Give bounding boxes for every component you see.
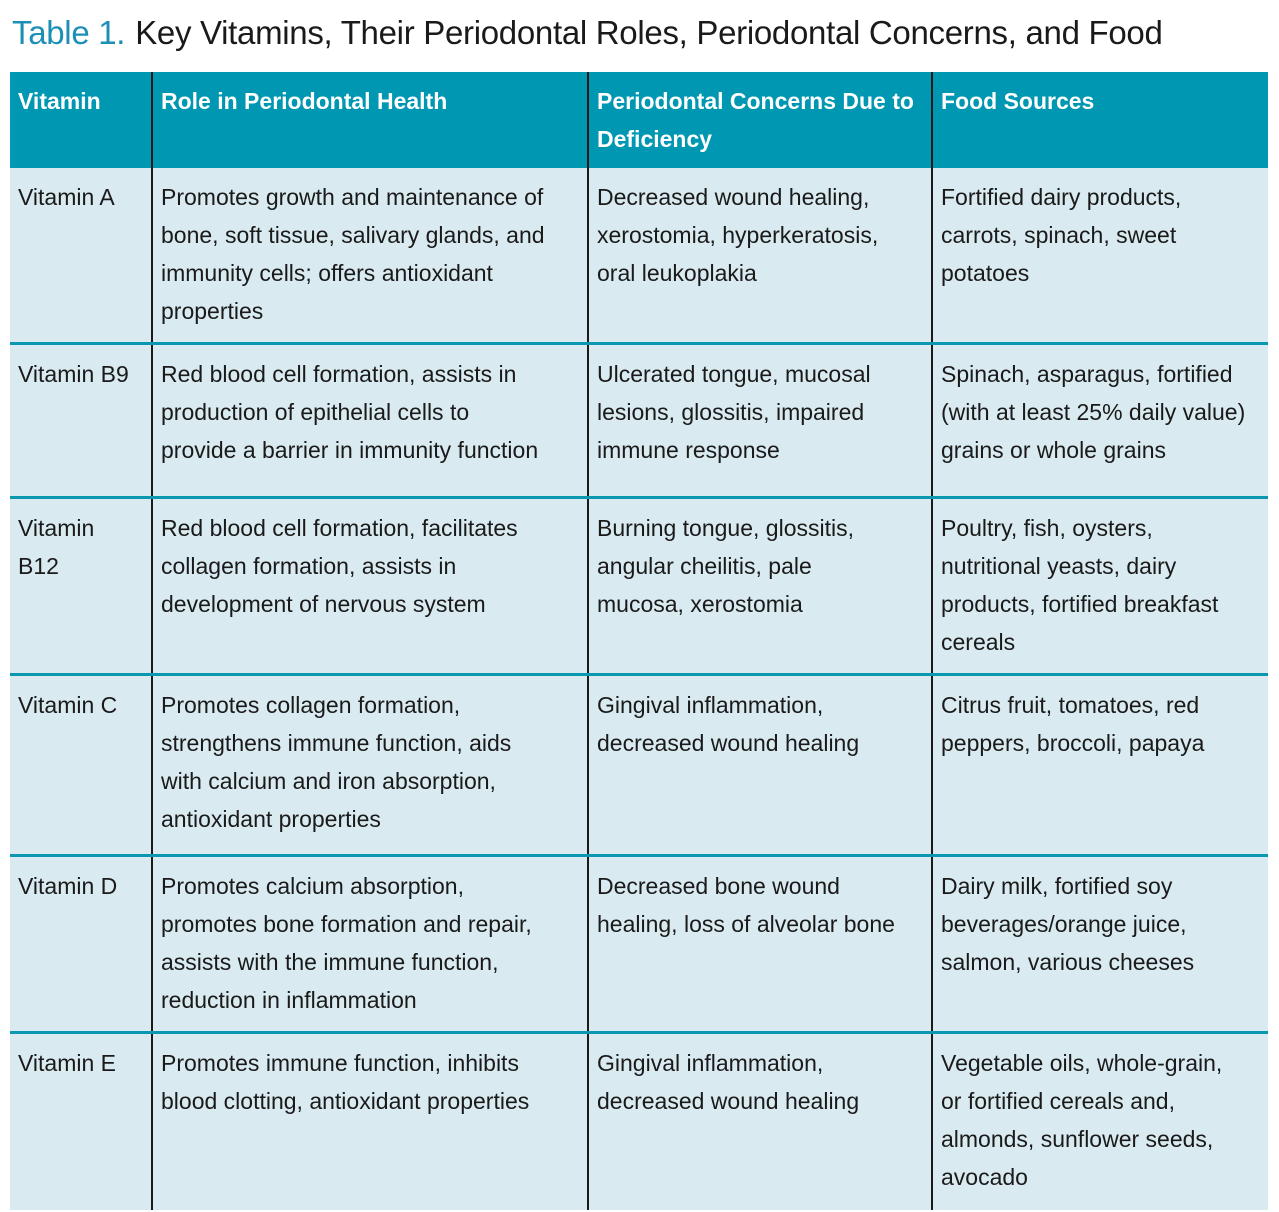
cell-concerns: Decreased wound healing, xerostomia, hyp… — [587, 168, 932, 344]
table-caption: Key Vitamins, Their Periodontal Roles, P… — [135, 14, 1163, 51]
header-concerns: Periodontal Concerns Due to Deficiency — [587, 72, 932, 168]
cell-concerns: Ulcerated tongue, mucosal lesions, gloss… — [587, 342, 932, 498]
cell-vitamin: Vitamin A — [10, 168, 152, 344]
cell-role: Promotes immune function, inhibits blood… — [151, 1031, 588, 1210]
table-row: Vitamin C Promotes collagen formation, s… — [10, 673, 1268, 856]
cell-vitamin: Vitamin C — [10, 673, 152, 856]
cell-concerns: Burning tongue, glossitis, angular cheil… — [587, 496, 932, 675]
header-row: Vitamin Role in Periodontal Health Perio… — [10, 72, 1268, 168]
cell-role: Red blood cell formation, assists in pro… — [151, 342, 588, 498]
cell-vitamin: Vitamin D — [10, 854, 152, 1033]
cell-food: Citrus fruit, tomatoes, red peppers, bro… — [931, 673, 1268, 856]
cell-role: Promotes growth and maintenance of bone,… — [151, 168, 588, 344]
table-row: Vitamin D Promotes calcium absorption, p… — [10, 854, 1268, 1033]
table-row: Vitamin B12 Red blood cell formation, fa… — [10, 496, 1268, 675]
cell-role: Red blood cell formation, facilitates co… — [151, 496, 588, 675]
cell-food: Fortified dairy products, carrots, spina… — [931, 168, 1268, 344]
header-vitamin: Vitamin — [10, 72, 152, 168]
cell-food: Vegetable oils, whole-grain, or fortifie… — [931, 1031, 1268, 1210]
cell-vitamin: Vitamin E — [10, 1031, 152, 1210]
header-role: Role in Periodontal Health — [151, 72, 588, 168]
table-row: Vitamin E Promotes immune function, inhi… — [10, 1031, 1268, 1210]
table-title: Table 1. Key Vitamins, Their Periodontal … — [12, 14, 1163, 52]
cell-food: Poultry, fish, oysters, nutritional yeas… — [931, 496, 1268, 675]
cell-concerns: Gingival inflammation, decreased wound h… — [587, 673, 932, 856]
cell-food: Spinach, asparagus, fortified (with at l… — [931, 342, 1268, 498]
cell-vitamin: Vitamin B12 — [10, 496, 152, 675]
table-number: Table 1. — [12, 14, 126, 51]
cell-vitamin: Vitamin B9 — [10, 342, 152, 498]
cell-concerns: Gingival inflammation, decreased wound h… — [587, 1031, 932, 1210]
table-row: Vitamin A Promotes growth and maintenanc… — [10, 168, 1268, 344]
cell-concerns: Decreased bone wound healing, loss of al… — [587, 854, 932, 1033]
cell-role: Promotes collagen formation, strengthens… — [151, 673, 588, 856]
cell-role: Promotes calcium absorption, promotes bo… — [151, 854, 588, 1033]
vitamins-table: Vitamin Role in Periodontal Health Perio… — [10, 72, 1268, 1210]
table-row: Vitamin B9 Red blood cell formation, ass… — [10, 342, 1268, 498]
header-food: Food Sources — [931, 72, 1268, 168]
cell-food: Dairy milk, fortified soy beverages/oran… — [931, 854, 1268, 1033]
